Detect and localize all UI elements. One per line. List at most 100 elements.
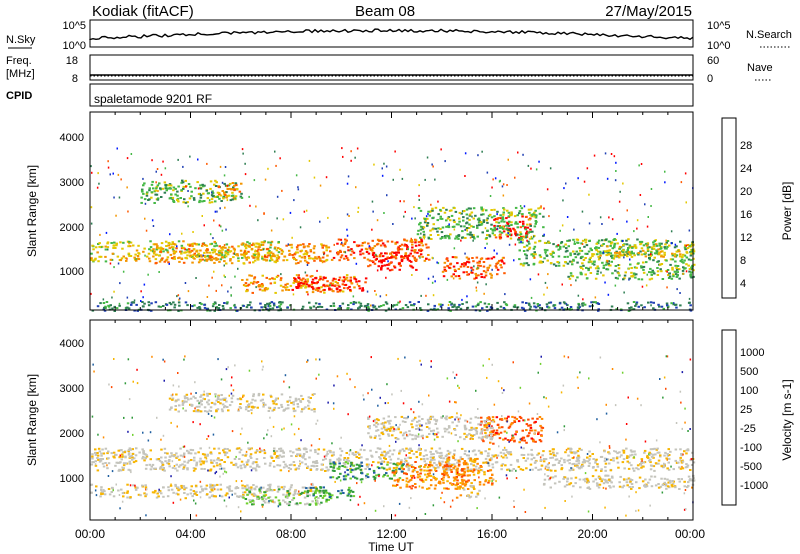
date-title: 27/May/2015 — [605, 3, 692, 20]
velocity-cell — [612, 457, 615, 460]
power-cell — [243, 254, 246, 257]
power-cell — [253, 179, 256, 182]
power-cell — [519, 226, 523, 229]
velocity-cell — [275, 403, 278, 406]
power-cell — [618, 274, 621, 277]
power-cell — [503, 308, 507, 311]
power-cell — [419, 209, 423, 212]
velocity-cell — [434, 484, 437, 487]
power-cell — [233, 248, 236, 251]
velocity-cell — [445, 468, 448, 471]
power-cell — [336, 290, 339, 293]
velocity-cell — [308, 401, 311, 404]
velocity-cell — [190, 459, 193, 461]
velocity-cell — [463, 474, 466, 477]
power-cell — [410, 240, 414, 243]
power-cell — [252, 280, 256, 283]
power-cell — [215, 253, 218, 256]
velocity-cell — [216, 483, 219, 486]
power-cell — [193, 257, 196, 260]
power-cell — [315, 288, 318, 291]
velocity-cell — [355, 477, 359, 480]
velocity-cell — [144, 484, 147, 487]
power-cell — [431, 163, 433, 166]
velocity-cell — [351, 468, 354, 471]
velocity-cell — [297, 467, 300, 470]
velocity-cell — [537, 468, 540, 471]
power-cell — [353, 277, 356, 280]
power-cell — [478, 309, 482, 312]
power-cell — [97, 243, 100, 245]
velocity-cell — [233, 492, 237, 495]
power-cell — [385, 165, 388, 168]
power-cell — [399, 308, 402, 311]
velocity-cell — [174, 408, 177, 411]
power-cell — [281, 289, 284, 292]
power-cell — [213, 250, 216, 253]
velocity-cell — [397, 463, 401, 466]
velocity-cell — [290, 455, 293, 457]
power-cell — [413, 206, 415, 209]
power-cell — [597, 303, 601, 305]
power-cell — [215, 181, 218, 184]
velocity-cell — [134, 486, 137, 489]
velocity-cell — [453, 463, 456, 466]
power-cell — [630, 267, 633, 269]
power-cell — [270, 229, 273, 232]
power-cell — [532, 235, 535, 238]
power-cell — [495, 221, 498, 224]
velocity-cell — [309, 467, 313, 470]
velocity-cell — [130, 455, 133, 457]
power-cell — [146, 191, 149, 194]
velocity-cell — [263, 457, 266, 459]
power-cell — [466, 295, 468, 298]
power-cell — [514, 176, 516, 179]
power-cell — [452, 273, 455, 276]
power-cell — [242, 152, 244, 155]
power-cell — [378, 305, 381, 308]
power-cell — [614, 276, 618, 279]
power-cell — [253, 259, 257, 262]
power-cell — [173, 306, 176, 309]
power-cell — [523, 236, 526, 239]
power-cell — [544, 251, 547, 254]
power-cell — [575, 250, 578, 253]
power-cell — [477, 221, 481, 224]
power-cell — [508, 220, 511, 223]
velocity-cell — [423, 460, 426, 463]
power-cell — [419, 250, 422, 253]
power-cell — [401, 256, 405, 258]
power-cell — [454, 275, 458, 278]
power-cell — [331, 284, 334, 287]
velocity-cell — [183, 395, 187, 398]
power-cell — [304, 285, 308, 288]
power-cell — [439, 303, 442, 306]
power-cell — [373, 245, 377, 248]
velocity-cell — [170, 452, 173, 455]
power-cell — [201, 258, 204, 261]
velocity-cell — [405, 483, 409, 486]
power-cell — [166, 251, 170, 254]
velocity-cell — [494, 454, 497, 457]
power-cell — [164, 186, 168, 189]
power-cell — [252, 282, 255, 285]
velocity-cell — [240, 467, 243, 470]
velocity-cell — [309, 490, 312, 492]
power-cell — [421, 255, 424, 258]
velocity-cell — [120, 488, 123, 491]
power-cell — [278, 305, 281, 308]
power-cell — [611, 247, 614, 250]
power-cell — [524, 253, 527, 256]
velocity-cell — [274, 496, 278, 499]
velocity-cell — [633, 450, 636, 453]
velocity-cell — [622, 451, 626, 454]
power-cell — [562, 199, 564, 202]
velocity-cell — [534, 429, 537, 432]
power-cell — [129, 245, 132, 248]
power-cell — [229, 259, 232, 262]
power-cell — [253, 254, 256, 257]
velocity-cell — [429, 474, 433, 477]
velocity-cell — [209, 483, 212, 486]
power-cell — [617, 267, 621, 270]
power-cell — [676, 268, 679, 271]
